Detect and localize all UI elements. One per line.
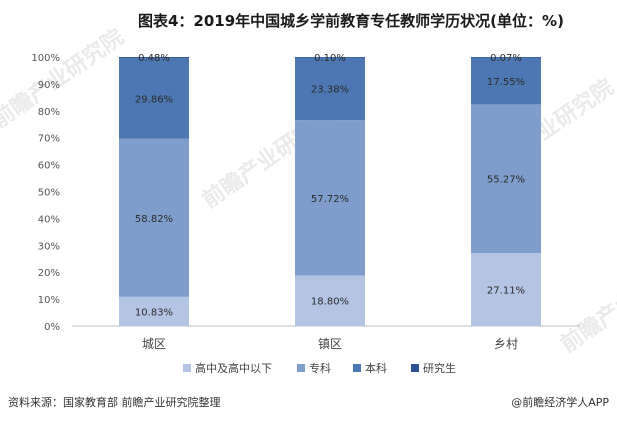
y-tick-label: 40% (38, 214, 60, 225)
category-label: 镇区 (318, 337, 342, 351)
source-note: 资料来源：国家教育部 前瞻产业研究院整理 (8, 395, 221, 409)
y-tick-label: 60% (38, 161, 60, 172)
data-label: 18.80% (311, 297, 349, 308)
legend-label: 高中及高中以下 (195, 361, 272, 375)
data-label: 10.83% (135, 307, 173, 318)
data-label: 58.82% (135, 214, 173, 225)
data-label: 29.86% (135, 94, 173, 105)
bar-segment (471, 57, 541, 105)
data-label: 57.72% (311, 194, 349, 205)
y-axis: 0% 10% 20% 30% 40% 50% 60% 70% 80% 90% 100% (31, 53, 60, 333)
y-tick-label: 20% (38, 268, 60, 279)
category-label: 乡村 (494, 337, 518, 351)
watermark-text: 前瞻产业研究院 (556, 248, 617, 358)
y-tick-label: 50% (38, 188, 60, 199)
data-label: 55.27% (487, 175, 525, 186)
chart-title: 图表4：2019年中国城乡学前教育专任教师学历状况(单位：%) (138, 12, 564, 30)
data-label: 27.11% (487, 286, 525, 297)
legend-label: 本科 (365, 361, 387, 375)
bar-segment (471, 104, 541, 254)
bar-segment (119, 58, 189, 139)
data-label: 0.10% (314, 53, 346, 64)
data-label: 17.55% (487, 77, 525, 88)
data-label: 23.38% (311, 85, 349, 96)
legend-swatch (411, 364, 419, 372)
category-labels: 城区 镇区 乡村 (142, 337, 518, 351)
legend: 高中及高中以下 专科 本科 研究生 (183, 361, 456, 375)
legend-swatch (183, 364, 191, 372)
bar-segment (471, 253, 541, 326)
y-tick-label: 10% (38, 295, 60, 306)
data-label: 0.07% (490, 53, 522, 64)
bar-segment (119, 57, 189, 59)
y-tick-label: 100% (31, 53, 60, 64)
bar-segment (295, 57, 365, 121)
credit-note: @前瞻经济学人APP (511, 395, 609, 409)
legend-swatch (297, 364, 305, 372)
y-tick-label: 30% (38, 241, 60, 252)
data-label: 0.48% (138, 53, 170, 64)
legend-swatch (353, 364, 361, 372)
legend-label: 研究生 (423, 361, 456, 375)
bars: 10.83% 58.82% 29.86% 0.48% 18.80% 57.72% 23.38… (119, 53, 541, 326)
bar-segment (295, 120, 365, 276)
bar-segment (295, 275, 365, 326)
y-tick-label: 90% (38, 80, 60, 91)
bar-segment (119, 296, 189, 326)
category-label: 城区 (142, 337, 166, 351)
legend-label: 专科 (309, 361, 331, 375)
y-tick-label: 70% (38, 134, 60, 145)
bar-segment (471, 57, 541, 58)
y-tick-label: 80% (38, 107, 60, 118)
bar-segment (119, 138, 189, 297)
y-tick-label: 0% (44, 322, 60, 333)
bar-segment (295, 57, 365, 58)
watermark-text: 前瞻产业研究院 (0, 24, 129, 134)
